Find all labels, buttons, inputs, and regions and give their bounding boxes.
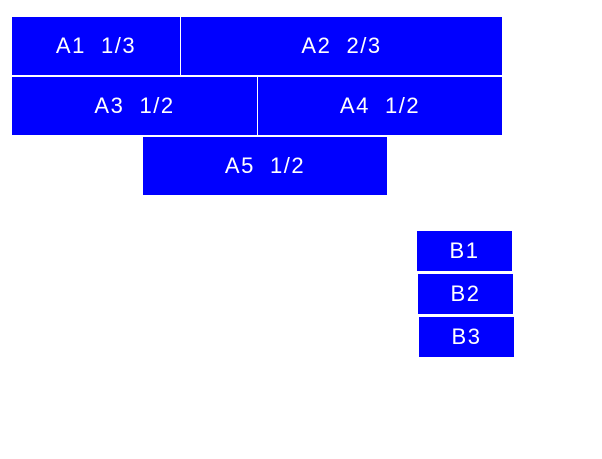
box-a5[interactable]: A5 1/2 (143, 137, 387, 195)
box-a2[interactable]: A2 2/3 (181, 17, 502, 75)
box-a3-label: A3 1/2 (94, 93, 175, 118)
box-a1-label: A1 1/3 (55, 33, 137, 58)
box-a5-label: A5 1/2 (224, 153, 306, 178)
box-b3[interactable]: B3 (419, 317, 514, 357)
box-a4[interactable]: A4 1/2 (258, 77, 502, 135)
box-a2-label: A2 2/3 (301, 33, 382, 58)
box-a1[interactable]: A1 1/3 (12, 17, 180, 75)
box-b3-label: B3 (451, 324, 482, 349)
box-a3[interactable]: A3 1/2 (12, 77, 257, 135)
box-b2-label: B2 (450, 281, 481, 306)
box-a4-label: A4 1/2 (339, 93, 421, 118)
box-b1-label: B1 (449, 238, 480, 263)
box-b2[interactable]: B2 (418, 274, 513, 314)
box-b1[interactable]: B1 (417, 231, 512, 271)
